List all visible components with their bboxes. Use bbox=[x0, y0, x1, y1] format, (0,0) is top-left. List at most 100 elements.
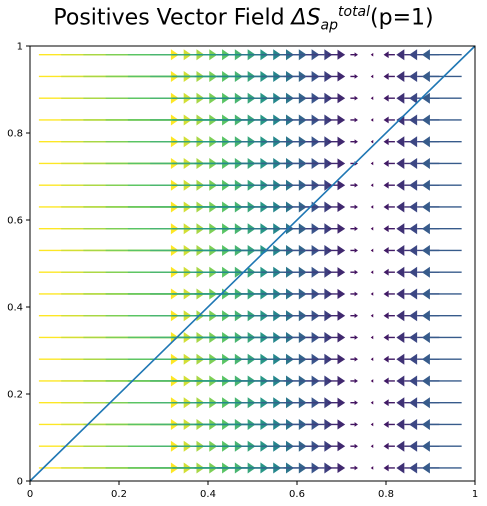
vector-arrow bbox=[350, 226, 358, 231]
title-symbol: ΔS bbox=[291, 5, 321, 31]
x-tick-label: 0.6 bbox=[289, 489, 305, 500]
vector-arrow bbox=[383, 334, 395, 341]
plot-frame bbox=[29, 45, 476, 482]
vector-arrow bbox=[350, 400, 358, 405]
vector-arrow bbox=[421, 92, 462, 104]
vector-arrow bbox=[421, 353, 462, 365]
vector-arrow bbox=[350, 117, 358, 123]
vector-arrow bbox=[370, 270, 374, 274]
vector-arrow bbox=[328, 375, 346, 387]
vector-arrow bbox=[370, 357, 374, 361]
vector-arrow bbox=[383, 355, 395, 363]
vector-arrow bbox=[350, 335, 358, 340]
x-tick-label: 0.4 bbox=[200, 489, 216, 500]
vector-arrow bbox=[350, 443, 358, 449]
x-tick-label: 0.2 bbox=[111, 489, 127, 500]
vector-arrow bbox=[383, 51, 395, 59]
vector-arrow bbox=[350, 95, 358, 101]
vector-arrow bbox=[370, 444, 374, 448]
vector-arrow bbox=[370, 139, 374, 144]
vector-arrow bbox=[328, 397, 346, 408]
x-axis-ticks: 0 0.2 0.4 0.6 0.8 1 bbox=[27, 481, 478, 500]
vector-arrow bbox=[328, 332, 346, 343]
vector-arrow bbox=[328, 93, 346, 104]
title-prefix: Positives Vector Field bbox=[53, 5, 292, 31]
vector-arrow bbox=[383, 464, 395, 472]
vector-arrow bbox=[421, 440, 462, 452]
y-tick-label: 0.8 bbox=[7, 129, 23, 140]
x-tick-label: 1 bbox=[472, 489, 478, 500]
vector-arrow bbox=[383, 268, 395, 276]
vector-arrow bbox=[350, 248, 358, 253]
vector-arrow bbox=[383, 160, 395, 167]
vector-arrow bbox=[370, 400, 374, 405]
vector-arrow bbox=[421, 70, 462, 82]
vector-arrow bbox=[350, 465, 358, 471]
vector-arrow bbox=[383, 399, 395, 407]
vector-arrow bbox=[421, 114, 462, 126]
vector-arrow bbox=[350, 52, 358, 57]
vector-arrow bbox=[383, 203, 395, 211]
vector-arrow bbox=[328, 136, 346, 147]
vector-arrow bbox=[383, 138, 395, 146]
reference-diagonal-line bbox=[29, 45, 476, 482]
vector-arrow bbox=[350, 422, 358, 427]
vector-arrow bbox=[383, 181, 395, 189]
vector-arrow bbox=[370, 161, 374, 166]
vector-arrow bbox=[350, 139, 358, 144]
vector-arrow bbox=[328, 158, 346, 169]
vector-arrow bbox=[421, 375, 462, 387]
vector-arrow bbox=[383, 73, 395, 80]
vector-arrow bbox=[383, 116, 395, 124]
vector-arrow bbox=[421, 223, 462, 235]
vector-arrow bbox=[421, 462, 462, 474]
vector-arrow bbox=[421, 331, 462, 343]
vector-arrow bbox=[370, 118, 374, 122]
vector-arrow bbox=[370, 52, 374, 57]
vector-arrow bbox=[328, 441, 346, 452]
vector-arrow bbox=[421, 310, 462, 322]
vector-arrow bbox=[328, 310, 346, 321]
vector-arrow bbox=[328, 71, 346, 82]
vector-arrow bbox=[350, 291, 358, 297]
vector-arrow bbox=[328, 354, 346, 365]
title-suffix: (p=1) bbox=[370, 5, 434, 31]
vector-arrow bbox=[421, 157, 462, 169]
vector-arrow bbox=[370, 335, 374, 340]
y-tick-label: 0 bbox=[17, 477, 23, 488]
vector-arrow bbox=[370, 422, 374, 427]
vector-arrow bbox=[421, 244, 462, 256]
vector-arrow bbox=[328, 223, 346, 234]
vector-arrow bbox=[370, 248, 374, 253]
vector-arrow bbox=[350, 74, 358, 79]
vector-arrow bbox=[350, 378, 358, 384]
vector-arrow bbox=[370, 313, 374, 318]
vector-arrow bbox=[370, 205, 374, 209]
vector-field-arrows bbox=[38, 49, 462, 474]
y-axis-ticks: 0 0.2 0.4 0.6 0.8 1 bbox=[7, 42, 30, 488]
y-tick-label: 1 bbox=[17, 42, 23, 53]
vector-arrow bbox=[370, 466, 374, 470]
vector-arrow bbox=[383, 442, 395, 450]
vector-arrow bbox=[370, 226, 374, 231]
vector-arrow bbox=[421, 397, 462, 409]
vector-arrow bbox=[421, 266, 462, 278]
vector-arrow bbox=[350, 182, 358, 188]
vector-arrow bbox=[350, 204, 358, 210]
vector-arrow bbox=[383, 377, 395, 385]
vector-arrow bbox=[370, 183, 374, 187]
vector-arrow bbox=[370, 74, 374, 79]
vector-arrow bbox=[370, 96, 374, 100]
vector-arrow bbox=[350, 313, 358, 318]
vector-arrow bbox=[370, 379, 374, 383]
vector-arrow bbox=[328, 267, 346, 278]
y-tick-label: 0.2 bbox=[7, 390, 23, 401]
vector-arrow bbox=[328, 288, 346, 300]
vector-arrow bbox=[421, 179, 462, 191]
vector-arrow bbox=[383, 421, 395, 428]
vector-arrow bbox=[328, 245, 346, 256]
vector-arrow bbox=[383, 225, 395, 233]
vector-arrow bbox=[328, 201, 346, 213]
x-tick-label: 0 bbox=[27, 489, 33, 500]
